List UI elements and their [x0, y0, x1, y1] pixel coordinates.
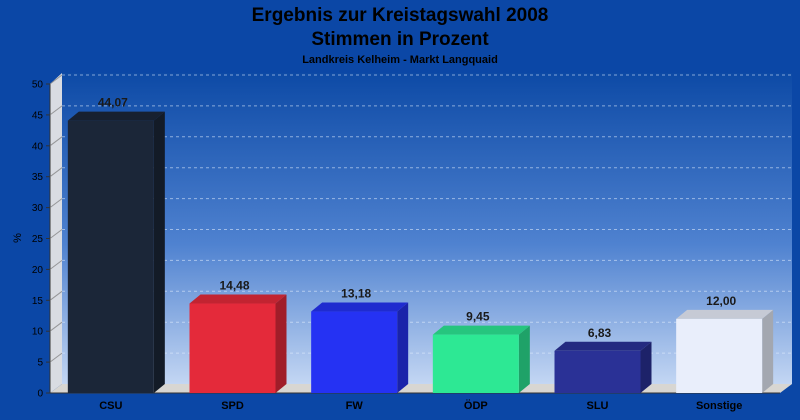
bar-side	[640, 341, 652, 393]
y-tick-label: 40	[32, 141, 44, 152]
y-tick-label: 20	[32, 265, 44, 276]
bar-side	[518, 325, 530, 393]
bar-top	[676, 309, 774, 319]
bar-side	[275, 294, 287, 393]
gridline-side	[49, 352, 63, 363]
bar-side	[762, 309, 774, 393]
chart-title: Ergebnis zur Kreistagswahl 2008 Stimmen …	[0, 4, 800, 52]
bar-front	[189, 303, 276, 393]
y-tick-label: 0	[37, 389, 43, 400]
gridline-side	[49, 290, 63, 301]
bar-value-label: 14,48	[219, 279, 249, 293]
bar-top	[311, 302, 409, 312]
y-tick-label: 50	[32, 80, 44, 91]
gridline-side	[49, 321, 63, 332]
bar-value-label: 6,83	[588, 326, 612, 340]
gridline-side	[49, 198, 63, 209]
bar-front	[554, 350, 641, 393]
bar	[676, 309, 774, 393]
bar	[189, 294, 287, 393]
bar-top	[554, 341, 652, 351]
y-tick-label: 35	[32, 172, 44, 183]
y-tick-label: 30	[32, 203, 44, 214]
y-tick-label: 10	[32, 327, 44, 338]
bar-front	[676, 318, 763, 393]
bar-value-label: 9,45	[466, 310, 490, 324]
x-category-label: SPD	[221, 400, 244, 412]
y-tick-label: 5	[37, 358, 43, 369]
bar-top	[189, 294, 287, 304]
bar	[311, 302, 409, 393]
bar	[67, 111, 165, 393]
bar-top	[67, 111, 165, 121]
x-category-label: ÖDP	[464, 399, 488, 412]
bar-value-label: 12,00	[706, 294, 736, 308]
x-category-label: SLU	[587, 400, 609, 412]
y-axis-label: %	[12, 233, 24, 243]
bar-value-label: 13,18	[341, 287, 371, 301]
bar-value-label: 44,07	[98, 96, 128, 110]
x-category-label: FW	[346, 400, 364, 412]
bar-side	[397, 302, 409, 393]
chart-title-line1: Ergebnis zur Kreistagswahl 2008	[251, 5, 549, 26]
gridline-side	[49, 167, 63, 178]
chart-title-line2: Stimmen in Prozent	[311, 29, 489, 50]
bar-side	[153, 111, 165, 393]
gridline-side	[49, 259, 63, 270]
gridline-side	[49, 229, 63, 239]
bar-top	[432, 325, 530, 335]
x-category-label: Sonstige	[696, 400, 742, 412]
plot-left-wall	[50, 73, 62, 393]
x-category-label: CSU	[99, 400, 122, 412]
bar	[554, 341, 652, 393]
gridline-side	[49, 105, 63, 116]
bar-front	[67, 120, 154, 393]
bar-front	[432, 334, 519, 393]
gridline-side	[49, 74, 63, 85]
y-tick-label: 25	[32, 234, 44, 245]
y-tick-label: 15	[32, 296, 44, 307]
chart-subtitle: Landkreis Kelheim - Markt Langquaid	[302, 54, 498, 66]
gridline-side	[49, 136, 63, 147]
y-tick-label: 45	[32, 110, 44, 121]
bar-front	[311, 311, 398, 393]
bar	[432, 325, 530, 393]
